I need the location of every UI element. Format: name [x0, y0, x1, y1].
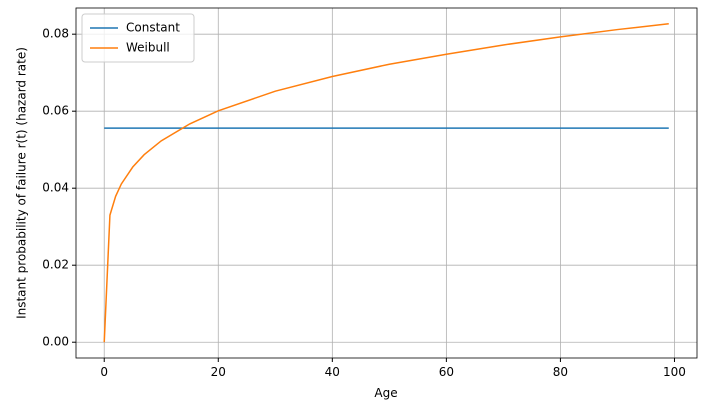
- legend-label: Weibull: [126, 41, 170, 55]
- line: [103, 23, 669, 343]
- y-tick-label: 0.04: [42, 181, 69, 195]
- legend: Constant Weibull: [81, 13, 195, 63]
- x-tick-label: 0: [100, 365, 108, 379]
- x-tick-label: 100: [663, 365, 686, 379]
- y-tick-label: 0.00: [42, 335, 69, 349]
- y-tick-label: 0.02: [42, 258, 69, 272]
- legend-box: [81, 13, 195, 63]
- y-axis-label: Instant probability of failure r(t) (haz…: [15, 47, 29, 319]
- plot-frame: [75, 7, 698, 359]
- x-axis-label: Age: [374, 386, 397, 400]
- x-tick-label: 20: [211, 365, 226, 379]
- x-tick-label: 60: [439, 365, 454, 379]
- y-tick-label: 0.06: [42, 104, 69, 118]
- legend-label: Constant: [126, 21, 180, 35]
- x-tick-label: 40: [325, 365, 340, 379]
- y-tick-label: 0.08: [42, 27, 69, 41]
- x-tick-label: 80: [553, 365, 568, 379]
